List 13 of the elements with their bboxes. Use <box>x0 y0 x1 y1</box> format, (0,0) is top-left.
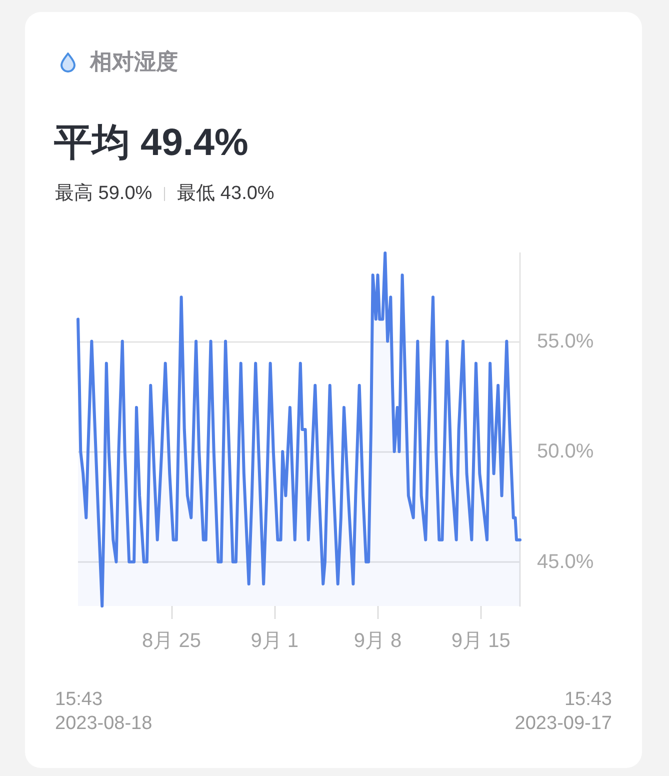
y-tick-label: 50.0% <box>537 440 594 463</box>
y-tick-label: 45.0% <box>537 550 594 573</box>
text: 最高 59.0% <box>55 182 152 206</box>
chart-title: 相对湿度 <box>90 48 178 76</box>
text: 最低 43.0% <box>177 182 274 206</box>
text: 15:43 2023-09-17 <box>514 688 612 736</box>
text: 15:43 2023-08-18 <box>55 688 152 736</box>
x-tick-label: 9月 15 <box>451 630 510 652</box>
x-tick-label: 9月 1 <box>250 630 299 652</box>
y-tick-label: 55.0% <box>537 330 594 352</box>
chart-subtitle: 平均 49.4% <box>54 121 248 166</box>
x-tick-label: 9月 8 <box>354 630 402 652</box>
x-tick-label: 8月 25 <box>142 630 201 652</box>
